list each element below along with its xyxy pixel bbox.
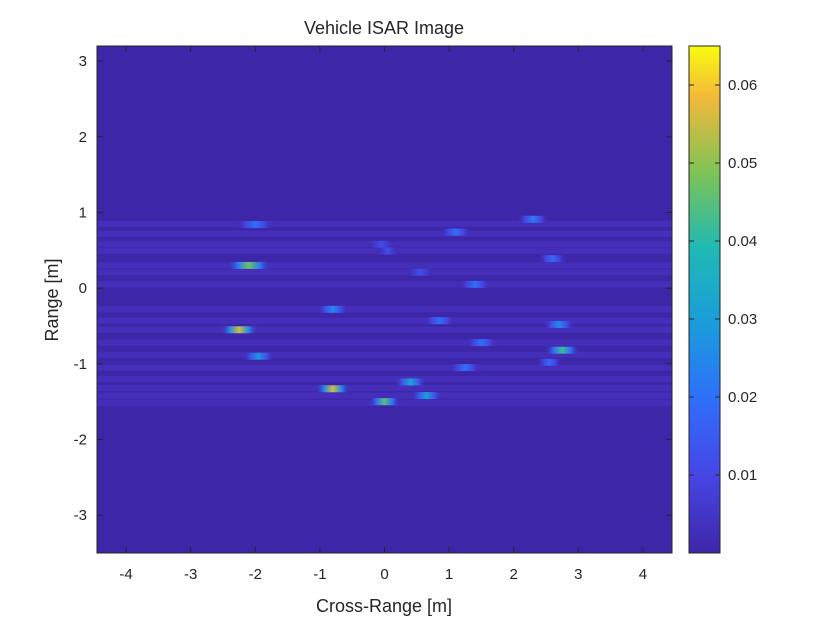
scatterer: [315, 385, 351, 393]
scatterer: [458, 280, 492, 288]
x-tick-label: 3: [574, 566, 582, 583]
scatterer: [376, 247, 400, 255]
x-tick-label: -3: [184, 566, 197, 583]
image-background: [97, 46, 672, 553]
colorbar-tick-label: 0.05: [728, 155, 757, 172]
x-tick-label: 0: [380, 566, 388, 583]
y-tick-label: 2: [79, 129, 87, 146]
range-line: [97, 230, 672, 237]
scatterer: [405, 268, 435, 276]
colorbar-ticks: 0.01 0.02 0.03 0.04 0.05 0.06: [689, 77, 757, 484]
y-tick-label: -3: [74, 507, 87, 524]
scatterer: [226, 261, 272, 269]
range-line: [97, 392, 672, 399]
scatterer: [537, 255, 568, 263]
range-line: [97, 351, 672, 358]
colorbar-tick-label: 0.04: [728, 233, 757, 250]
range-line: [97, 385, 672, 392]
scatterer: [423, 317, 456, 325]
range-line: [97, 262, 672, 269]
range-line: [97, 317, 672, 324]
x-tick-label: 1: [445, 566, 453, 583]
x-tick-label: -1: [313, 566, 326, 583]
scatterer: [366, 240, 396, 248]
x-axis-label: Cross-Range [m]: [316, 596, 452, 616]
chart-title: Vehicle ISAR Image: [304, 18, 464, 38]
scatterer: [368, 398, 401, 406]
scatterer: [219, 326, 259, 334]
y-tick-label: 1: [79, 204, 87, 221]
y-tick-label: -1: [74, 356, 87, 373]
range-line: [97, 339, 672, 346]
x-axis: -4 -3 -2 -1 0 1 2 3 4: [119, 46, 647, 583]
scatterer: [536, 358, 563, 366]
scatterer: [242, 352, 275, 360]
x-tick-label: 4: [639, 566, 647, 583]
colorbar-tick-label: 0.01: [728, 467, 757, 484]
y-tick-label: 3: [79, 53, 87, 70]
x-tick-label: 2: [510, 566, 518, 583]
scatterer: [516, 215, 550, 223]
x-tick-label: -2: [249, 566, 262, 583]
y-axis: 3 2 1 0 -1 -2 -3: [74, 53, 672, 524]
scatterer: [316, 305, 349, 313]
range-line: [97, 281, 672, 288]
range-line: [97, 306, 672, 313]
colorbar: 0.01 0.02 0.03 0.04 0.05 0.06: [688, 45, 757, 554]
colorbar-gradient: [688, 45, 721, 554]
colorbar-tick-label: 0.02: [728, 389, 757, 406]
scatterer: [439, 228, 472, 236]
scatterer: [394, 378, 427, 386]
y-axis-label: Range [m]: [42, 258, 62, 341]
scatterer: [542, 320, 576, 328]
colorbar-tick-label: 0.06: [728, 77, 757, 94]
scatterer: [449, 364, 482, 372]
range-line: [97, 220, 672, 227]
range-line: [97, 364, 672, 371]
scatterer: [235, 221, 275, 229]
scatterer: [465, 339, 498, 347]
scatterer: [544, 346, 580, 354]
plot-area: -4 -3 -2 -1 0 1 2 3 4 3 2 1 0 -1 -2 -3: [74, 45, 673, 583]
y-tick-label: 0: [79, 280, 87, 297]
y-tick-label: -2: [74, 431, 87, 448]
scatterer: [410, 392, 443, 400]
range-line: [97, 375, 672, 382]
range-line: [97, 326, 672, 333]
range-line: [97, 269, 672, 276]
colorbar-tick-label: 0.03: [728, 311, 757, 328]
x-tick-label: -4: [119, 566, 132, 583]
scatterer-group: [219, 215, 580, 406]
